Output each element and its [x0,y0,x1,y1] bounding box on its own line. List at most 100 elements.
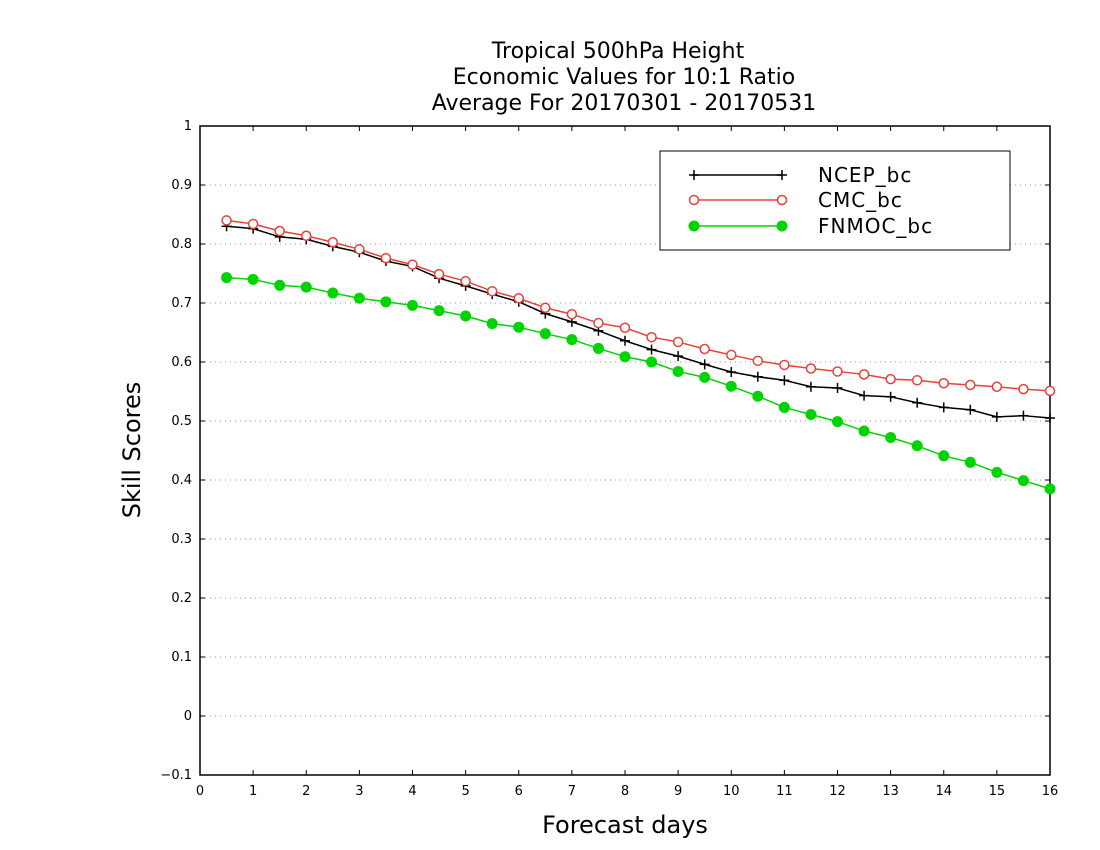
data-point [885,373,896,385]
data-point [938,450,950,462]
data-point [991,411,1002,422]
data-point [964,456,976,468]
legend-item: FNMOC_bc [688,214,933,238]
chart-title: Tropical 500hPa Height Economic Values f… [432,39,817,116]
y-tick-label: 0.2 [171,591,192,606]
data-point [991,466,1003,478]
y-tick-label: 0.6 [171,355,192,370]
data-point [911,375,923,386]
data-point [991,381,1003,393]
data-point [938,402,949,413]
data-point [566,334,578,346]
data-point [1044,385,1056,397]
data-point [460,275,471,287]
legend-marker [688,194,700,206]
legend-marker [689,170,699,180]
legend-label: NCEP_bc [818,163,912,187]
x-tick-label: 1 [249,784,257,799]
data-point [433,268,445,280]
data-point [673,351,684,362]
data-point [1018,383,1029,395]
x-tick-label: 3 [355,784,363,799]
x-tick-label: 0 [196,784,204,799]
series-line [226,225,1051,419]
data-point [221,272,233,284]
y-tick-label: 0.4 [171,473,192,488]
x-tick-label: 7 [568,784,576,799]
data-point [380,252,392,264]
data-point [805,363,817,374]
data-point [885,391,896,402]
data-point [938,377,949,389]
data-point [301,230,312,241]
data-point [433,305,445,317]
grid [200,184,1050,717]
y-tick-label: 0.1 [171,650,192,665]
data-point [620,335,630,346]
data-point [672,365,684,377]
y-tick-label: 0.9 [171,178,192,193]
y-tick-label: 0.7 [171,296,192,311]
data-point [912,397,923,408]
data-point [274,225,285,237]
data-point [805,381,816,392]
data-point [300,281,312,293]
data-point [1044,483,1056,495]
data-point [353,292,365,304]
data-point [247,273,259,285]
x-tick-label: 15 [989,784,1006,799]
data-point [752,390,764,402]
data-point [1018,410,1029,421]
data-point [726,367,737,378]
series-NCEP_bc [221,221,1055,424]
data-point [619,351,631,363]
data-point [274,279,286,291]
x-tick-label: 10 [723,784,740,799]
data-point [752,355,764,367]
data-point [247,218,259,230]
series-line [226,276,1051,490]
legend-item: NCEP_bc [689,163,912,187]
legend-marker [688,220,700,232]
y-tick-label: −0.1 [160,768,192,783]
data-point [1045,413,1055,424]
x-tick-label: 4 [408,784,416,799]
data-point [486,285,498,297]
legend-item: CMC_bc [688,188,902,212]
data-point [911,440,923,452]
x-tick-label: 6 [515,784,523,799]
data-point [672,336,684,348]
data-point [646,356,658,368]
data-point [380,296,392,308]
y-tick-label: 1 [184,119,192,134]
data-point [965,379,976,391]
data-point [407,299,418,311]
data-point [779,375,790,386]
data-point [858,425,870,437]
x-tick-label: 8 [621,784,629,799]
data-point [805,409,817,421]
x-tick-label: 9 [674,784,682,799]
x-tick-label: 14 [935,784,952,799]
data-point [539,328,551,340]
legend-label: FNMOC_bc [818,214,933,238]
x-tick-label: 13 [882,784,899,799]
data-point [327,236,339,248]
data-point [221,215,232,226]
x-axis-label: Forecast days [542,811,708,839]
series-CMC_bc [221,215,1056,397]
legend-marker [776,194,788,206]
data-point [832,366,843,377]
y-tick-label: 0.3 [171,532,192,547]
x-tick-label: 16 [1042,784,1059,799]
x-tick-label: 11 [776,784,793,799]
data-point [513,321,525,333]
legend-marker [777,170,787,180]
data-point [885,432,897,444]
data-point [699,371,711,383]
title-line-2: Economic Values for 10:1 Ratio [453,65,795,90]
data-point [327,287,339,299]
data-point [725,380,737,392]
legend-marker [776,220,788,232]
